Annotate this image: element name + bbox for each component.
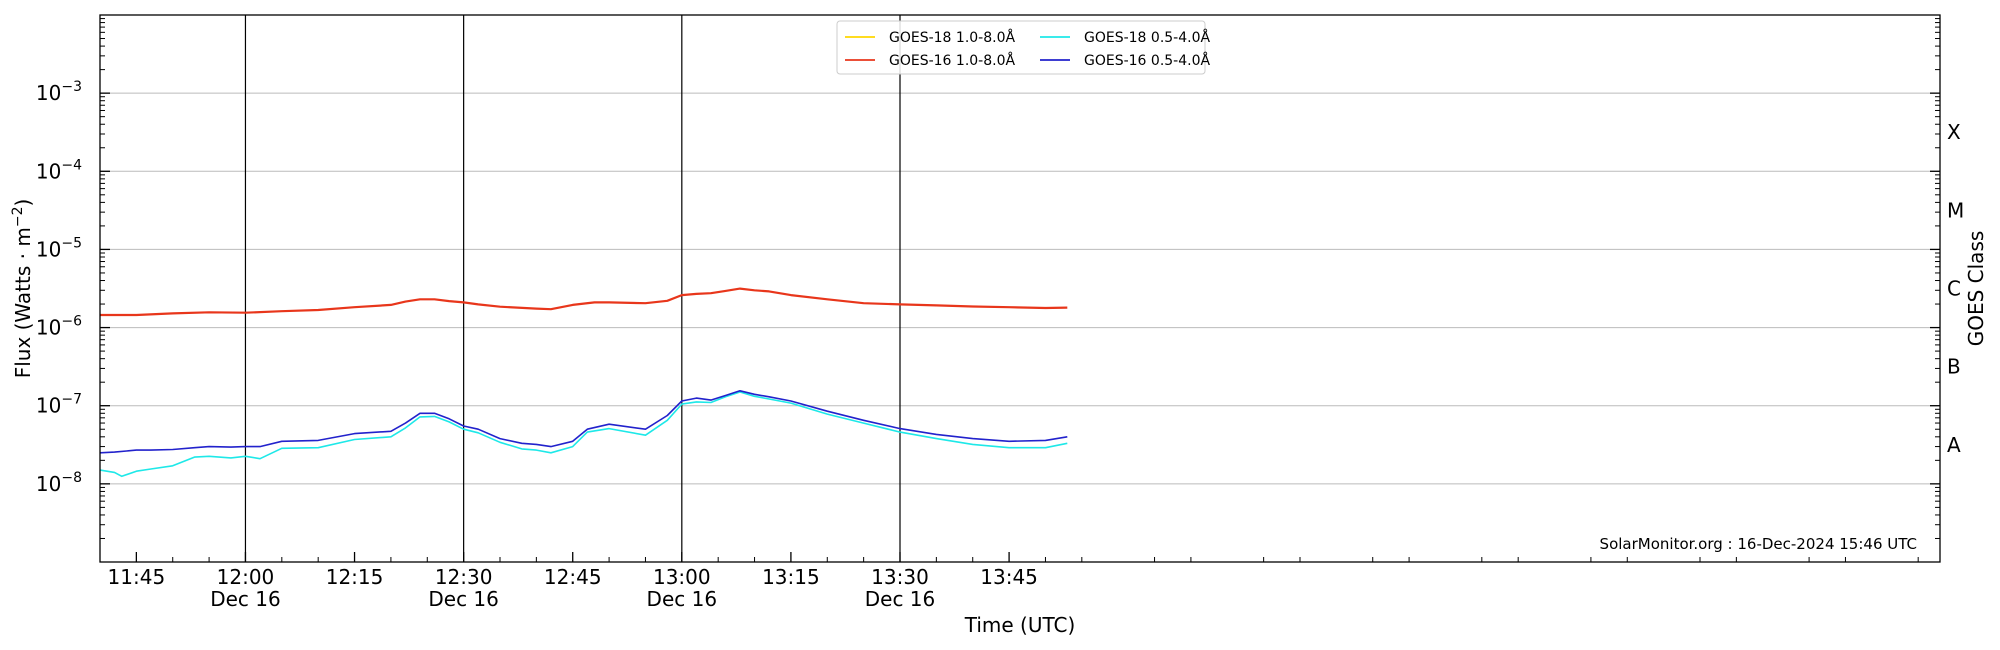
- vertical-line-layer: [244, 15, 901, 562]
- legend: GOES-18 1.0-8.0Å GOES-16 1.0-8.0Å GOES-18 …: [836, 20, 1210, 75]
- y-axis-title: Flux (Watts · m−2): [10, 199, 35, 379]
- grid-layer: [100, 92, 1940, 485]
- x-axis-title: Time (UTC): [964, 613, 1076, 637]
- x-tick-date-label: Dec 16: [647, 587, 718, 611]
- series-line: [99, 390, 1068, 454]
- series-line: [99, 391, 1068, 478]
- x-tick-label: 12:45: [544, 565, 602, 589]
- y-axis-title-main: Flux (Watts · m: [11, 227, 35, 378]
- x-tick-label: 12:00: [217, 565, 275, 589]
- x-tick-label: 13:45: [980, 565, 1038, 589]
- y-axis-title-exponent: −2: [10, 207, 26, 228]
- legend-label: GOES-16 1.0-8.0Å: [889, 52, 1015, 69]
- goes-class-label: C: [1947, 277, 1961, 301]
- x-tick-label: 11:45: [108, 565, 166, 589]
- x-tick-label: 12:30: [435, 565, 493, 589]
- series-layer: [99, 287, 1068, 478]
- x-tick-label: 13:15: [762, 565, 820, 589]
- legend-items: GOES-18 1.0-8.0Å GOES-16 1.0-8.0Å GOES-18 …: [845, 29, 1210, 69]
- y-axis-title-close: ): [11, 199, 35, 207]
- y-tick-label: 10−4: [36, 157, 82, 183]
- goes-class-label: B: [1947, 355, 1961, 379]
- y-tick-label: 10−7: [36, 392, 82, 418]
- goes-class-label: X: [1947, 120, 1961, 144]
- legend-label: GOES-18 0.5-4.0Å: [1084, 29, 1210, 46]
- x-tick-label: 13:00: [653, 565, 711, 589]
- legend-label: GOES-18 1.0-8.0Å: [889, 29, 1015, 46]
- goes-class-label: M: [1947, 198, 1964, 222]
- y-tick-label: 10−5: [36, 235, 82, 261]
- series-line: [100, 287, 1068, 317]
- x-tick-label: 12:15: [326, 565, 384, 589]
- x-tick-date-label: Dec 16: [210, 587, 281, 611]
- legend-box: [836, 20, 1206, 75]
- goes-class-axis-title: GOES Class: [1964, 231, 1988, 347]
- tick-layer: [99, 18, 1940, 562]
- y-tick-label: 10−6: [36, 314, 82, 340]
- x-tick-date-label: Dec 16: [428, 587, 499, 611]
- y-tick-label: 10−3: [36, 79, 82, 105]
- x-tick-date-label: Dec 16: [865, 587, 936, 611]
- credit-text: SolarMonitor.org : 16-Dec-2024 15:46 UTC: [1600, 535, 1917, 553]
- goes-class-label: A: [1947, 433, 1961, 457]
- legend-label: GOES-16 0.5-4.0Å: [1084, 52, 1210, 69]
- x-tick-label: 13:30: [871, 565, 929, 589]
- y-tick-label: 10−8: [36, 470, 82, 496]
- plot-area-frame: [99, 14, 1941, 563]
